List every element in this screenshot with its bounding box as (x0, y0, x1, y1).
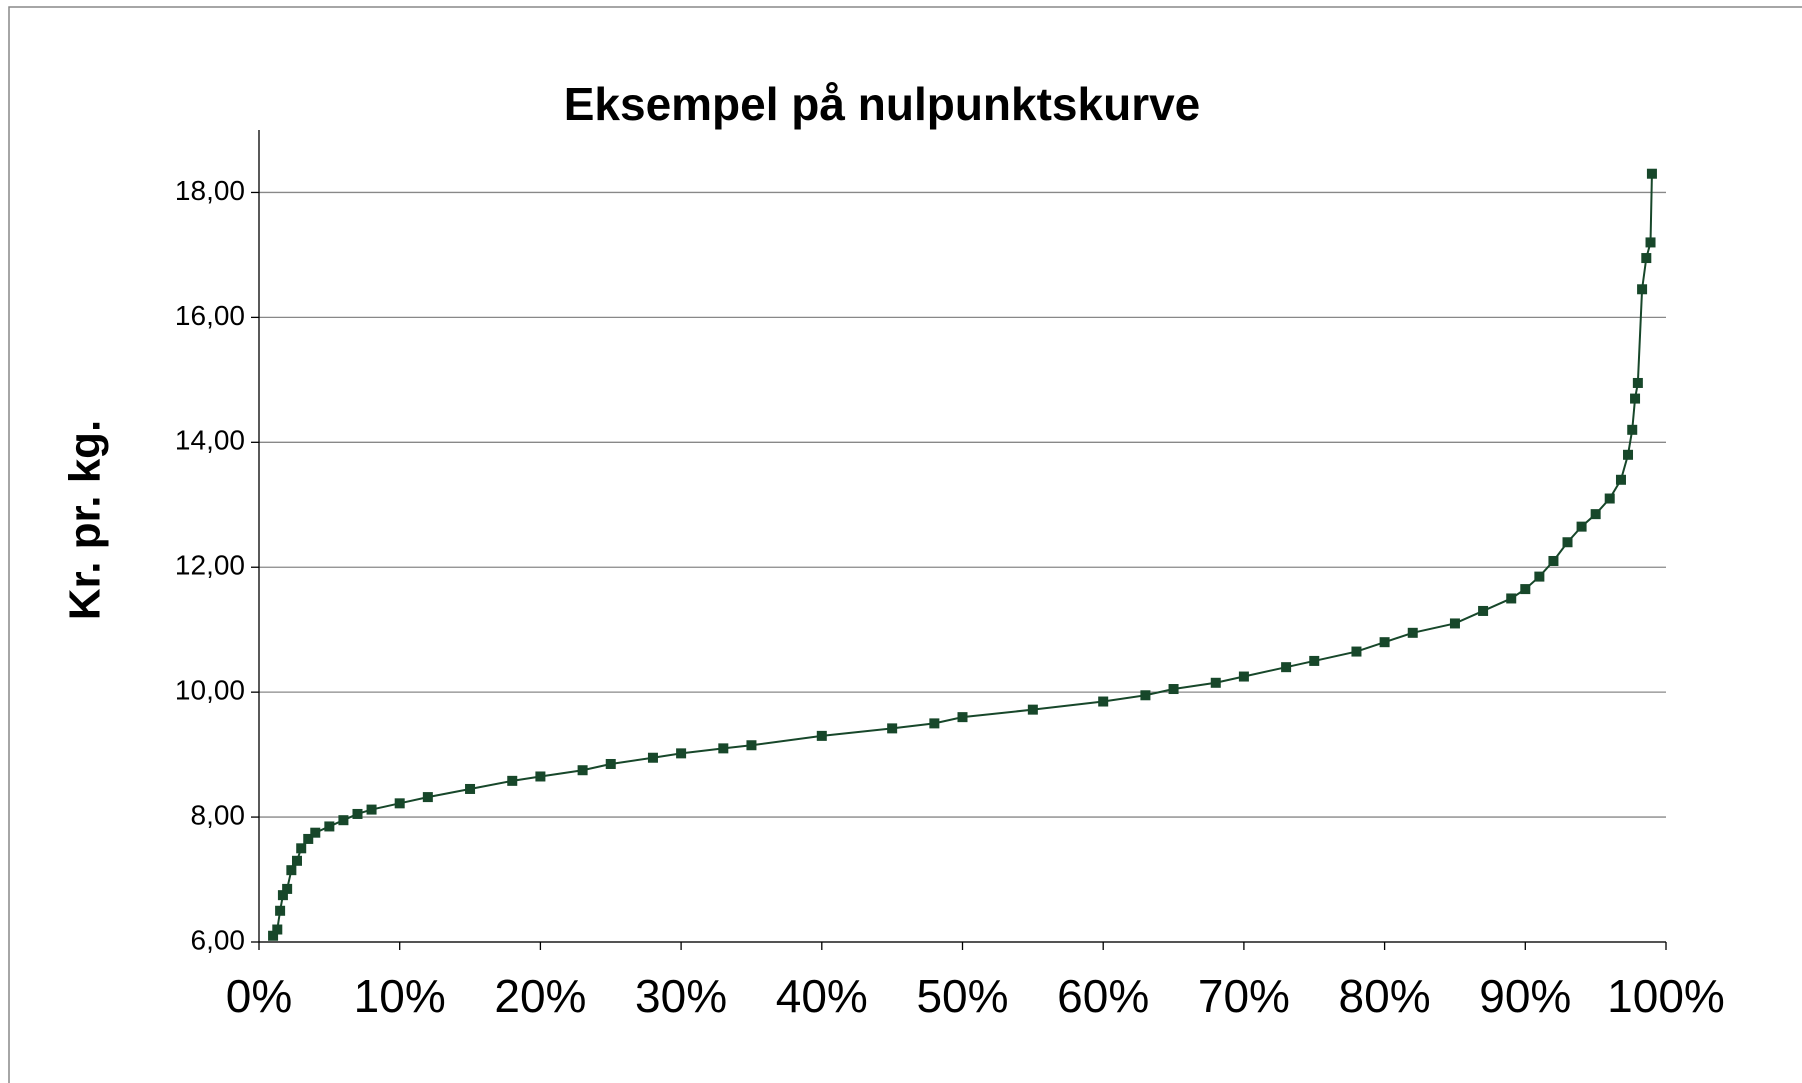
chart-frame (8, 6, 1802, 1083)
marker (746, 740, 757, 751)
chart-title: Eksempel på nulpunktskurve (564, 78, 1201, 130)
marker (929, 718, 940, 729)
x-tick-label: 30% (635, 970, 727, 1022)
marker (647, 752, 658, 763)
y-tick-label: 14,00 (175, 425, 245, 456)
marker (1548, 555, 1559, 566)
marker (1615, 474, 1626, 485)
marker (324, 821, 335, 832)
marker (1630, 393, 1641, 404)
marker (1534, 571, 1545, 582)
x-tick-label: 70% (1198, 970, 1290, 1022)
marker (718, 743, 729, 754)
marker (1562, 537, 1573, 548)
marker (282, 883, 293, 894)
marker (1210, 677, 1221, 688)
marker (1645, 237, 1656, 248)
marker (1627, 424, 1638, 435)
marker (1576, 521, 1587, 532)
x-tick-label: 60% (1057, 970, 1149, 1022)
marker (275, 905, 286, 916)
marker (296, 843, 307, 854)
y-tick-label: 12,00 (175, 550, 245, 581)
marker (465, 783, 476, 794)
x-tick-label: 50% (916, 970, 1008, 1022)
marker (1632, 377, 1643, 388)
y-tick-label: 10,00 (175, 675, 245, 706)
x-tick-label: 100% (1607, 970, 1725, 1022)
marker (887, 723, 898, 734)
marker (676, 748, 687, 759)
marker (268, 930, 279, 941)
marker (303, 833, 314, 844)
marker (1449, 618, 1460, 629)
marker (1140, 690, 1151, 701)
marker (1623, 449, 1634, 460)
marker (577, 765, 588, 776)
marker (1351, 646, 1362, 657)
marker (1168, 684, 1179, 695)
marker (1238, 671, 1249, 682)
marker (1520, 584, 1531, 595)
marker (1590, 509, 1601, 520)
marker (957, 712, 968, 723)
marker (1646, 168, 1657, 179)
marker (1478, 605, 1489, 616)
y-tick-label: 6,00 (191, 924, 246, 955)
marker (286, 865, 297, 876)
marker (366, 804, 377, 815)
marker (1027, 704, 1038, 715)
marker (394, 798, 405, 809)
marker (1641, 253, 1652, 264)
y-tick-label: 8,00 (191, 799, 246, 830)
marker (1309, 655, 1320, 666)
x-tick-label: 20% (494, 970, 586, 1022)
marker (1098, 696, 1109, 707)
marker (1281, 662, 1292, 673)
marker (291, 855, 302, 866)
marker (1407, 627, 1418, 638)
marker (816, 730, 827, 741)
marker (272, 924, 283, 935)
marker (605, 758, 616, 769)
marker (1637, 284, 1648, 295)
x-tick-label: 0% (226, 970, 292, 1022)
y-tick-label: 16,00 (175, 300, 245, 331)
marker (507, 775, 518, 786)
y-tick-label: 18,00 (175, 175, 245, 206)
marker (1604, 493, 1615, 504)
marker (277, 890, 288, 901)
marker (352, 808, 363, 819)
x-tick-label: 80% (1339, 970, 1431, 1022)
marker (310, 827, 321, 838)
y-axis-label: Kr. pr. kg. (61, 420, 110, 621)
marker (1506, 593, 1517, 604)
x-tick-label: 40% (776, 970, 868, 1022)
x-tick-label: 90% (1479, 970, 1571, 1022)
marker (535, 771, 546, 782)
x-tick-label: 10% (354, 970, 446, 1022)
marker (1379, 637, 1390, 648)
marker (338, 815, 349, 826)
marker (422, 792, 433, 803)
